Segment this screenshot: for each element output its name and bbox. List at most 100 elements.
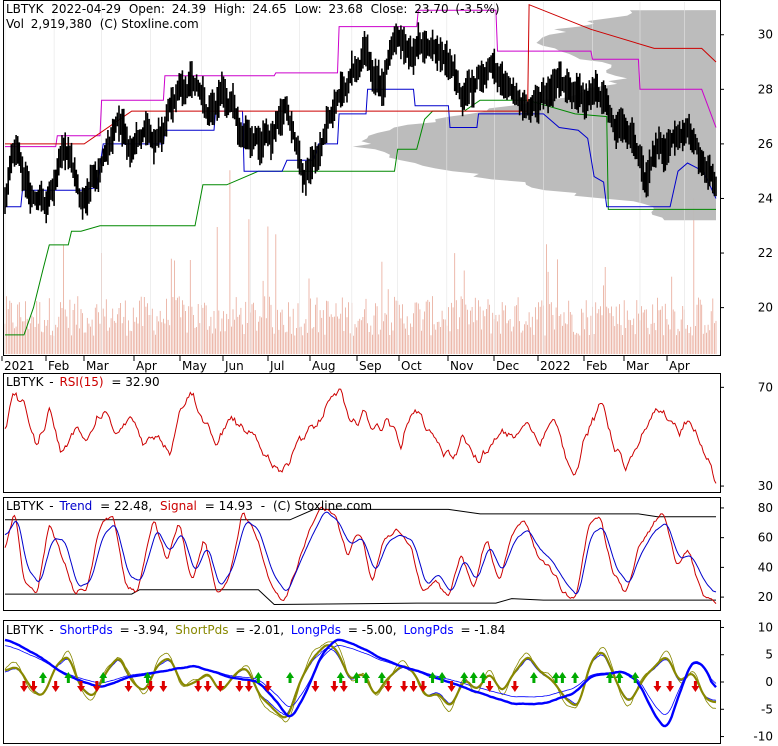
legend-shortpds-1-value: = -3.94	[120, 623, 165, 637]
up-arrow-icon	[99, 672, 108, 683]
price-tick-label-24: 24	[758, 191, 773, 205]
longpds-blue	[4, 638, 717, 728]
down-arrow-icon	[51, 681, 60, 692]
up-arrow-icon	[352, 672, 361, 683]
down-arrow-icon	[409, 681, 418, 692]
up-arrow-icon	[336, 672, 345, 683]
low-value: 23.68	[328, 2, 362, 16]
trend-upper-band	[5, 508, 716, 521]
price-panel-frame	[3, 0, 721, 356]
periods-sep: -	[49, 623, 53, 637]
red-channel-line	[5, 3, 717, 145]
x-tick-label-jun: Jun	[224, 359, 244, 373]
periods-ticker: LBTYK	[6, 623, 45, 637]
up-arrow-icon	[254, 672, 263, 683]
signal-line	[4, 506, 717, 604]
periods-tick-label-0: 0	[765, 675, 773, 689]
down-arrow-icon	[77, 681, 86, 692]
high-value: 24.65	[252, 2, 286, 16]
periods-tick-label-10: 10	[758, 620, 773, 634]
rsi-ticker: LBTYK	[6, 375, 45, 389]
rsi-lines	[4, 388, 717, 484]
x-axis: 2021 Feb Mar Apr May Jun Jul Aug Sep Oct Nov Dec 202…	[1, 356, 690, 373]
down-arrow-icon	[384, 681, 393, 692]
price-tick-label-30: 30	[758, 28, 773, 42]
down-arrow-icon	[20, 681, 29, 692]
down-arrow-icon	[510, 681, 519, 692]
periods-panel-frame	[3, 620, 721, 744]
rsi-y-ticks: 30 70	[720, 380, 773, 493]
trend-sep: -	[49, 499, 53, 513]
price-tick-label-26: 26	[758, 137, 773, 151]
trend-tick-label-80: 80	[758, 501, 773, 515]
down-arrow-icon	[235, 681, 244, 692]
trend-ticker: LBTYK	[6, 499, 45, 513]
legend-comma-2: ,	[280, 623, 284, 637]
date: 2022-04-29	[51, 2, 121, 16]
down-arrow-icon	[216, 681, 225, 692]
magenta-high-line	[5, 9, 717, 148]
legend-longpds-1-value: = -5.00	[348, 623, 393, 637]
x-tick-label-mar: Mar	[626, 359, 649, 373]
open-value: 24.39	[172, 2, 206, 16]
copyright: (C) Stoxline.com	[100, 17, 199, 31]
down-arrow-icon	[203, 681, 212, 692]
down-arrow-icon	[263, 681, 272, 692]
trend-line	[4, 511, 717, 595]
signal-arrows	[20, 672, 700, 692]
trend-y-ticks: 20 40 60 80	[720, 501, 773, 604]
up-arrow-icon	[529, 672, 538, 683]
rsi-header: LBTYK - RSI(15) = 32.90	[6, 375, 160, 389]
up-arrow-icon	[377, 672, 386, 683]
down-arrow-icon	[419, 681, 428, 692]
down-arrow-icon	[244, 681, 253, 692]
legend-longpds-1: LongPds	[291, 623, 341, 637]
up-arrow-icon	[571, 672, 580, 683]
legend-shortpds-1: ShortPds	[59, 623, 112, 637]
down-arrow-icon	[339, 681, 348, 692]
periods-tick-label--10: -10	[753, 730, 773, 744]
down-arrow-icon	[92, 681, 101, 692]
signal-value: = 14.93	[205, 499, 253, 513]
up-arrow-icon	[615, 672, 624, 683]
down-arrow-icon	[194, 681, 203, 692]
close-value: 23.70	[414, 2, 448, 16]
price-lines	[4, 3, 717, 336]
x-tick-label-may: May	[182, 359, 207, 373]
down-arrow-icon	[159, 681, 168, 692]
legend-longpds-2: LongPds	[403, 623, 453, 637]
down-arrow-icon	[124, 681, 133, 692]
periods-tick-label-5: 5	[765, 648, 773, 662]
periods-y-ticks: -10 -5 0 5 10	[720, 620, 773, 744]
open-label: Open:	[129, 2, 165, 16]
signal-name: Signal	[160, 499, 197, 513]
legend-longpds-2-value: = -1.84	[460, 623, 505, 637]
trend-value: = 22.48	[100, 499, 148, 513]
price-header-line1: LBTYK 2022-04-29 Open: 24.39 High: 24.65…	[6, 2, 500, 16]
up-arrow-icon	[479, 672, 488, 683]
periods-tick-label--5: -5	[761, 702, 773, 716]
rsi-tick-label-70: 70	[758, 380, 773, 394]
price-tick-label-28: 28	[758, 82, 773, 96]
x-tick-label-2021: 2021	[4, 359, 35, 373]
rsi-tick-label-30: 30	[758, 479, 773, 493]
trend-header: LBTYK - Trend = 22.48, Signal = 14.93 - …	[6, 499, 372, 513]
x-tick-label-2022: 2022	[540, 359, 571, 373]
down-arrow-icon	[311, 681, 320, 692]
volume-profile	[352, 10, 716, 221]
up-arrow-icon	[631, 672, 640, 683]
trend-lower-band	[5, 589, 716, 606]
trend-tick-label-40: 40	[758, 560, 773, 574]
periods-lines	[4, 638, 717, 728]
down-arrow-icon	[653, 681, 662, 692]
high-label: High:	[214, 2, 246, 16]
trend-copyright: (C) Stoxline.com	[273, 499, 372, 513]
down-arrow-icon	[29, 681, 38, 692]
rsi-panel-frame	[3, 373, 721, 493]
x-tick-label-oct: Oct	[401, 359, 422, 373]
x-tick-label-dec: Dec	[496, 359, 519, 373]
price-tick-label-22: 22	[758, 246, 773, 260]
down-arrow-icon	[485, 681, 494, 692]
up-arrow-icon	[39, 672, 48, 683]
trend-tick-label-60: 60	[758, 531, 773, 545]
